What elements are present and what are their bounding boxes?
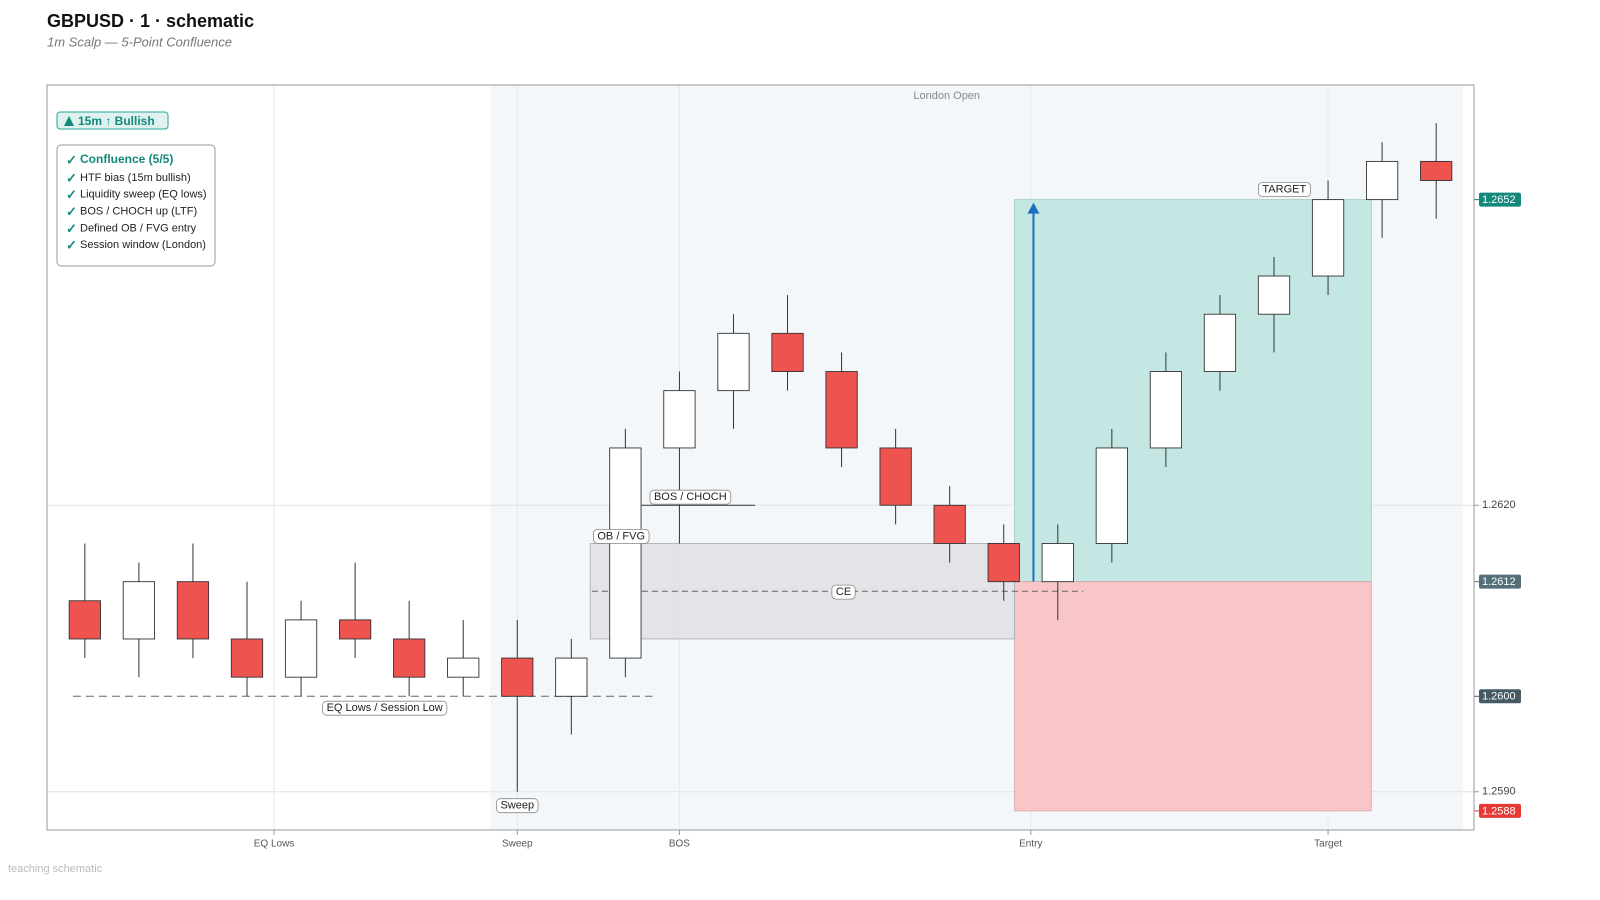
candle-body [501,657,534,697]
trade-arrow-head [1027,202,1040,214]
ob-label: OB / FVG [597,530,645,542]
price-badge-label: 1.2652 [1482,194,1516,206]
candle-body [1257,275,1291,315]
x-tick-label: BOS [669,839,690,850]
candle-body [663,390,696,449]
candle-body [1095,447,1128,544]
eq-label-box [322,700,448,716]
target-zone [1014,199,1372,583]
price-badge-label: 1.2600 [1482,691,1516,703]
checklist-title: Confluence (5/5) [80,152,173,166]
ce-label-box [831,584,856,600]
candle-body [1420,160,1453,181]
eq-label: EQ Lows / Session Low [327,702,443,714]
check-mark: ✓ [66,152,77,167]
target-label: TARGET [1262,184,1306,196]
candle-body [609,447,642,659]
candle-body [338,619,372,640]
target-label-box [1258,182,1311,197]
bos-label-box [649,489,732,505]
checklist-item: Defined OB / FVG entry [80,222,197,234]
candle-body [1149,371,1183,449]
candle-body [393,638,426,678]
x-tick-label: Sweep [502,839,533,850]
candle-body [122,581,156,640]
candle-body [230,638,264,678]
htf-badge [56,111,169,130]
candle-body [284,619,318,678]
stop-zone [1014,581,1372,812]
plot-frame [46,84,1475,831]
candle-body [771,332,804,372]
price-badge-label: 1.2588 [1482,805,1516,817]
session-label: London Open [913,90,980,102]
candle-body [987,543,1020,583]
chart-subtitle: 1m Scalp — 5-Point Confluence [47,34,232,49]
x-tick-label: EQ Lows [254,839,295,850]
ob-label-box [592,528,650,544]
candle-body [447,657,480,678]
check-mark: ✓ [66,238,77,253]
ce-label: CE [836,586,851,598]
x-tick-label: Entry [1019,839,1042,850]
candle-body [1041,543,1074,583]
checklist-item: HTF bias (15m bullish) [80,172,191,184]
htf-icon [64,116,74,126]
price-badge-label: 1.2612 [1482,576,1516,588]
bos-label: BOS / CHOCH [654,491,727,503]
candle-body [1311,199,1345,277]
y-tick-label: 1.2590 [1482,786,1516,798]
candle-body [555,657,588,697]
htf-badge-label: 15m ↑ Bullish [78,114,155,128]
checklist-box [56,144,216,267]
price-badge [1479,192,1521,207]
candle-body [825,371,858,449]
checklist-item: Liquidity sweep (EQ lows) [80,189,207,201]
candle-body [1365,160,1399,201]
candle-body [176,581,210,640]
checklist-item: Session window (London) [80,239,206,251]
candle-body [717,332,750,392]
check-mark: ✓ [66,187,77,202]
candle-body [1203,313,1237,372]
price-badge [1479,574,1521,589]
candle-body [879,447,912,506]
price-badge [1479,803,1521,818]
sweep-label: Sweep [500,800,534,812]
footnote: teaching schematic [8,863,103,875]
chart-title: GBPUSD · 1 · schematic [47,11,254,31]
y-tick-label: 1.2620 [1482,499,1516,511]
sweep-label-box [496,798,539,814]
price-badge [1479,689,1521,704]
check-mark: ✓ [66,221,77,236]
check-mark: ✓ [66,170,77,185]
x-tick-label: Target [1314,839,1342,850]
candle-body [933,504,966,544]
check-mark: ✓ [66,204,77,219]
candle-body [68,600,101,640]
checklist-item: BOS / CHOCH up (LTF) [80,206,197,218]
